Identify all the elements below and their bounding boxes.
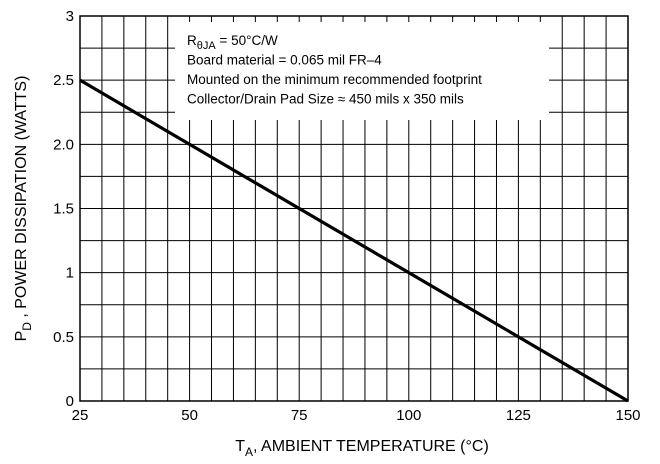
text-subscript: A [245,445,253,459]
text-main: Board material = 0.065 mil FR–4 [187,53,382,68]
text-subscript: θJA [197,40,217,52]
text-rest: = 50°C/W [216,33,278,48]
text-main: Collector/Drain Pad Size ≈ 450 mils x 35… [187,92,464,107]
x-tick-label: 125 [506,407,531,424]
series-group [79,78,629,403]
text-main: T [235,438,245,455]
x-tick-labels: 25 50 75 100 125 150 [72,407,641,424]
derating-line [79,78,629,403]
y-tick-label: 0 [66,393,74,410]
annotation-line: Mounted on the minimum recommended footp… [187,72,482,87]
y-tick-label: 3 [66,8,74,25]
x-axis-title: TA, AMBIENT TEMPERATURE (°C) [235,438,489,459]
x-tick-label: 150 [615,407,640,424]
x-tick-label: 50 [181,407,198,424]
y-tick-label: 2.5 [53,72,74,89]
y-tick-label: 1 [66,265,74,282]
text-rest: , POWER DISSIPATION (WATTS) [13,76,30,323]
text-subscript: D [20,322,34,331]
x-tick-label: 100 [396,407,421,424]
annotation-line: Board material = 0.065 mil FR–4 [187,53,382,68]
text-rest: , AMBIENT TEMPERATURE (°C) [253,438,489,455]
y-axis-title: PD , POWER DISSIPATION (WATTS) [13,76,34,342]
x-tick-label: 25 [72,407,89,424]
y-tick-label: 1.5 [53,201,74,218]
text-main: Mounted on the minimum recommended footp… [187,72,482,87]
x-tick-label: 75 [291,407,308,424]
annotation-box [175,22,549,120]
annotation-line: RθJA = 50°C/W [187,33,278,52]
text-main: R [187,33,197,48]
y-tick-label: 2.0 [53,136,74,153]
y-tick-label: 0.5 [53,329,74,346]
plot-frame [79,15,629,402]
y-tick-labels: 0 0.5 1 1.5 2.0 2.5 3 [53,8,74,410]
text-main: P [13,331,30,342]
annotation-line: Collector/Drain Pad Size ≈ 450 mils x 35… [187,92,464,107]
